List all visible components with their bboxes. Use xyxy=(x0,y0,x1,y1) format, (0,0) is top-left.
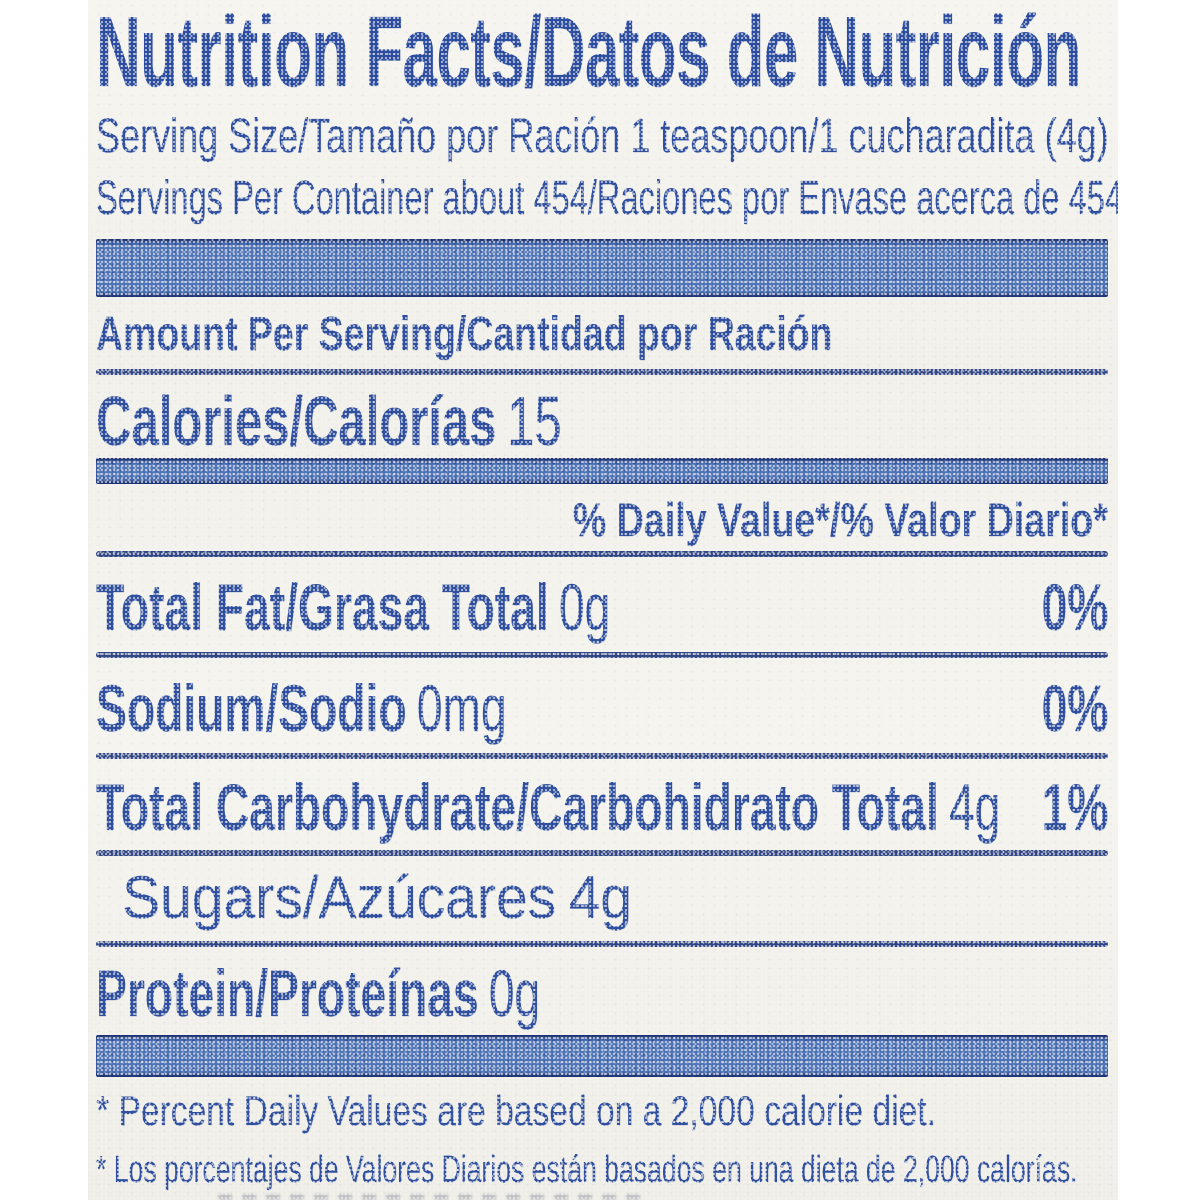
calories-text: Calories/Calorías 15 xyxy=(96,386,562,456)
rule-divider xyxy=(96,753,1108,760)
nutrient-amount: 0g xyxy=(558,569,611,644)
amount-per-serving-wrap: Amount Per Serving/Cantidad por Ración xyxy=(96,311,1108,359)
nutrient-name: Sugars/Azúcares xyxy=(122,864,557,932)
amount-per-serving-heading: Amount Per Serving/Cantidad por Ración xyxy=(96,308,833,362)
nutrient-amount: 0mg xyxy=(416,670,507,745)
nutrient-text: Protein/Proteínas 0g xyxy=(96,959,540,1028)
footnote-spanish: * Los porcentajes de Valores Diarios est… xyxy=(96,1149,1078,1192)
rule-divider xyxy=(96,850,1108,857)
footnote-spanish-wrap: * Los porcentajes de Valores Diarios est… xyxy=(96,1149,1108,1193)
nutrient-amount: 4g xyxy=(948,770,1001,845)
rule-divider xyxy=(96,651,1108,658)
nutrient-daily-value: 0% xyxy=(1041,569,1108,644)
nutrient-text: Sodium/Sodio 0mg xyxy=(96,670,507,745)
daily-value-header: % Daily Value*/% Valor Diario* xyxy=(573,492,1108,546)
nutrient-daily-value: 1% xyxy=(1041,770,1108,845)
separator-bar-calories xyxy=(96,457,1108,484)
nutrient-text: Total Fat/Grasa Total 0g xyxy=(96,569,611,644)
rule-divider xyxy=(96,941,1108,948)
cut-off-print-smudge xyxy=(218,1194,648,1200)
nutrient-row-total-carbohydrate: Total Carbohydrate/Carbohidrato Total 4g … xyxy=(96,770,1108,845)
nutrient-name: Sodium/Sodio xyxy=(96,670,407,745)
rule-divider xyxy=(96,550,1108,557)
footnote-english-wrap: * Percent Daily Values are based on a 2,… xyxy=(96,1087,1108,1135)
serving-size-line: Serving Size/Tamaño por Ración 1 teaspoo… xyxy=(96,110,1109,163)
nutrient-row-sodium: Sodium/Sodio 0mg 0% xyxy=(96,670,1108,745)
footnote-english: * Percent Daily Values are based on a 2,… xyxy=(96,1086,936,1134)
nutrient-row-sugars: Sugars/Azúcares 4g xyxy=(96,866,1108,929)
nutrient-row-total-fat: Total Fat/Grasa Total 0g 0% xyxy=(96,569,1108,644)
calories-row: Calories/Calorías 15 xyxy=(96,386,1108,456)
daily-value-header-wrap: % Daily Value*/% Valor Diario* xyxy=(96,496,1108,543)
nutrient-name: Total Fat/Grasa Total xyxy=(96,569,549,644)
nutrient-name: Total Carbohydrate/Carbohidrato Total xyxy=(96,770,939,845)
separator-bar-bottom xyxy=(96,1034,1108,1077)
nutrient-daily-value: 0% xyxy=(1041,670,1108,745)
nutrient-text: Sugars/Azúcares 4g xyxy=(122,866,632,929)
servings-per-container-line-wrap: Servings Per Container about 454/Racione… xyxy=(96,170,1118,228)
nutrient-row-protein: Protein/Proteínas 0g xyxy=(96,959,1108,1028)
rule-divider xyxy=(96,369,1108,376)
separator-bar-top xyxy=(96,239,1108,298)
nutrient-name: Protein/Proteínas xyxy=(96,956,479,1031)
serving-size-line-wrap: Serving Size/Tamaño por Ración 1 teaspoo… xyxy=(96,108,1109,166)
nutrition-label: Nutrition Facts/Datos de Nutrición Servi… xyxy=(88,0,1118,1200)
servings-per-container-line: Servings Per Container about 454/Racione… xyxy=(96,171,1118,225)
calories-value: 15 xyxy=(507,382,562,461)
nutrient-amount: 0g xyxy=(488,956,541,1031)
nutrient-text: Total Carbohydrate/Carbohidrato Total 4g xyxy=(96,773,1000,842)
nutrient-amount: 4g xyxy=(568,864,632,932)
label-title: Nutrition Facts/Datos de Nutrición xyxy=(96,0,1081,108)
label-title-line: Nutrition Facts/Datos de Nutrición xyxy=(96,0,1108,108)
calories-label: Calories/Calorías xyxy=(96,382,497,461)
